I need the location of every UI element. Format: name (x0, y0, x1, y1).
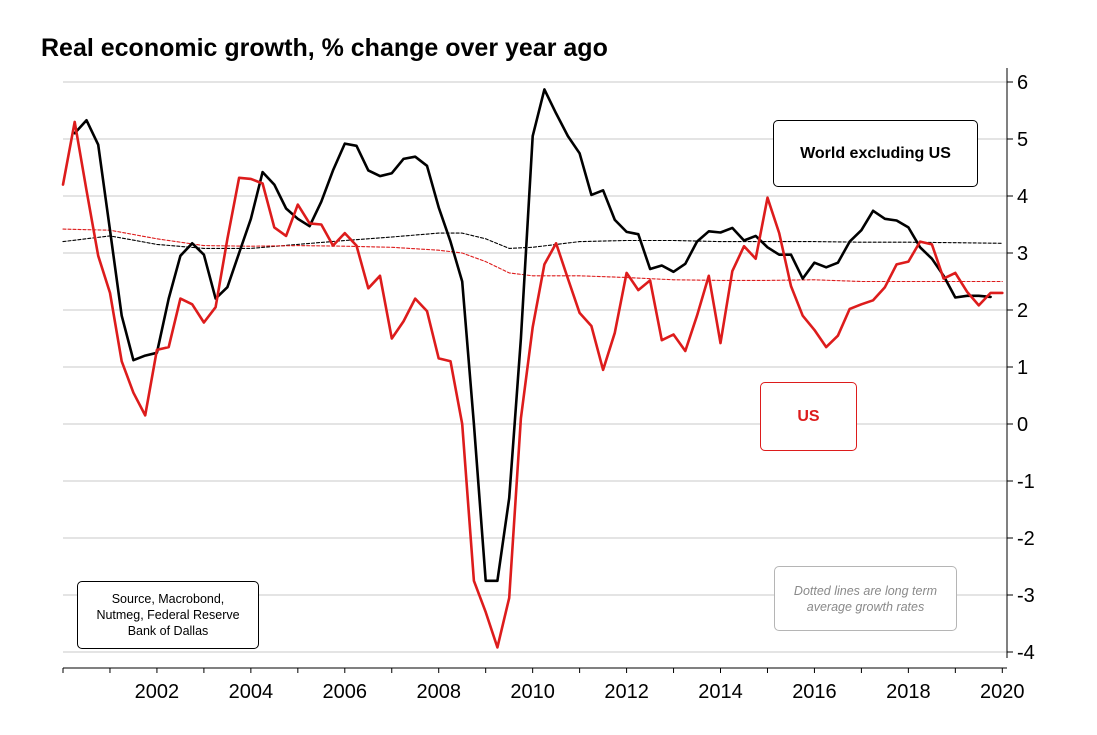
source-line-1: Source, Macrobond, (111, 592, 225, 606)
x-tick-label: 2020 (980, 681, 1025, 703)
y-tick-label: 4 (1017, 186, 1028, 208)
y-tick-label: 0 (1017, 414, 1028, 436)
y-tick-label: 2 (1017, 300, 1028, 322)
series-line-0 (73, 88, 992, 583)
note-line-1: Dotted lines are long term (793, 583, 938, 598)
legend-us: US (760, 382, 857, 451)
legend-world-excluding-us: World excluding US (773, 120, 978, 187)
note-line-2: average growth rates (806, 599, 925, 614)
y-tick-label: -3 (1017, 585, 1035, 607)
x-tick-label: 2006 (323, 681, 368, 703)
tick-labels: 6 5 4 3 2 1 0 -1 -2 -3 -4 2002 2004 2006 2008 2010 2012 2… (135, 72, 1035, 703)
x-tick-label: 2012 (604, 681, 649, 703)
x-tick-label: 2016 (792, 681, 837, 703)
x-tick-label: 2004 (229, 681, 274, 703)
axes (62, 68, 1013, 673)
y-tick-label: -2 (1017, 528, 1035, 550)
legend-world-label: World excluding US (800, 144, 951, 162)
x-tick-label: 2018 (886, 681, 931, 703)
source-line-3: Bank of Dallas (127, 624, 209, 638)
series-lines (61, 88, 1004, 649)
legend-us-label: US (797, 407, 820, 425)
dotted-lines-note: Dotted lines are long term average growt… (774, 566, 957, 631)
series-line-3 (62, 228, 1003, 283)
source-line-2: Nutmeg, Federal Reserve (96, 608, 240, 622)
x-tick-label: 2010 (510, 681, 555, 703)
source-note: Source, Macrobond, Nutmeg, Federal Reser… (77, 581, 259, 649)
series-line-1 (61, 120, 1004, 649)
y-tick-label: 6 (1017, 72, 1028, 94)
y-tick-label: -1 (1017, 471, 1035, 493)
series-line-2 (62, 232, 1003, 249)
x-tick-label: 2014 (698, 681, 743, 703)
x-tick-label: 2002 (135, 681, 180, 703)
x-tick-label: 2008 (416, 681, 461, 703)
y-tick-label: 1 (1017, 357, 1028, 379)
y-tick-label: 3 (1017, 243, 1028, 265)
y-tick-label: 5 (1017, 129, 1028, 151)
y-tick-label: -4 (1017, 642, 1035, 664)
chart-title: Real economic growth, % change over year… (41, 34, 608, 62)
